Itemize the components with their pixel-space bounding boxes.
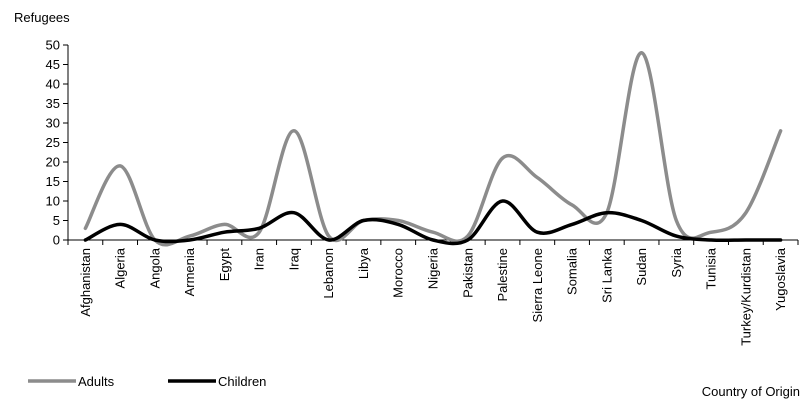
legend-label-children: Children xyxy=(218,374,266,389)
y-tick-label: 15 xyxy=(46,174,60,189)
x-tick-label-tunisia: Tunisia xyxy=(704,247,719,289)
x-tick-label-sri-lanka: Sri Lanka xyxy=(599,247,614,303)
series-line-adults xyxy=(83,51,783,247)
x-tick-label-iraq: Iraq xyxy=(286,248,301,270)
x-tick-label-armenia: Armenia xyxy=(182,247,197,296)
y-tick-label: 45 xyxy=(46,57,60,72)
x-tick-label-sierra-leone: Sierra Leone xyxy=(530,248,545,322)
y-axis: 0 5 10 15 20 25 30 35 40 45 50 xyxy=(46,38,69,248)
y-tick-label: 50 xyxy=(46,38,60,53)
y-axis-title: Refugees xyxy=(14,10,70,25)
series-children xyxy=(83,199,783,246)
x-tick-label-yugoslavia: Yugoslavia xyxy=(773,247,788,311)
y-tick-label: 0 xyxy=(53,233,60,248)
x-tick-label-pakistan: Pakistan xyxy=(460,248,475,298)
x-tick-label-iran: Iran xyxy=(252,248,267,270)
x-tick-label-egypt: Egypt xyxy=(217,248,232,282)
x-tick-label-afghanistan: Afghanistan xyxy=(78,248,93,317)
x-tick-label-libya: Libya xyxy=(356,247,371,279)
x-tick-label-syria: Syria xyxy=(669,247,684,277)
x-tick-label-nigeria: Nigeria xyxy=(426,247,441,289)
y-tick-label: 20 xyxy=(46,155,60,170)
y-tick-label: 5 xyxy=(53,213,60,228)
x-axis: Afghanistan Algeria Angola Armenia Egypt Iran… xyxy=(67,239,799,346)
x-tick-label-lebanon: Lebanon xyxy=(321,248,336,299)
y-tick-label: 10 xyxy=(46,194,60,209)
x-tick-label-palestine: Palestine xyxy=(495,248,510,301)
x-tick-label-algeria: Algeria xyxy=(113,247,128,288)
legend-label-adults: Adults xyxy=(78,374,115,389)
series-layer xyxy=(83,51,783,247)
series-line-children xyxy=(83,199,783,246)
x-tick-label-sudan: Sudan xyxy=(634,248,649,286)
x-tick-label-morocco: Morocco xyxy=(391,248,406,298)
legend: Adults Children xyxy=(28,374,266,389)
x-axis-title: Country of Origin xyxy=(702,384,800,399)
y-tick-label: 30 xyxy=(46,116,60,131)
x-tick-label-angola: Angola xyxy=(147,247,162,288)
series-adults xyxy=(83,51,783,247)
x-tick-label-somalia: Somalia xyxy=(565,247,580,295)
x-tick-label-turkey-kurdistan: Turkey/Kurdistan xyxy=(738,248,753,346)
y-tick-label: 35 xyxy=(46,96,60,111)
y-tick-label: 25 xyxy=(46,135,60,150)
y-tick-label: 40 xyxy=(46,77,60,92)
